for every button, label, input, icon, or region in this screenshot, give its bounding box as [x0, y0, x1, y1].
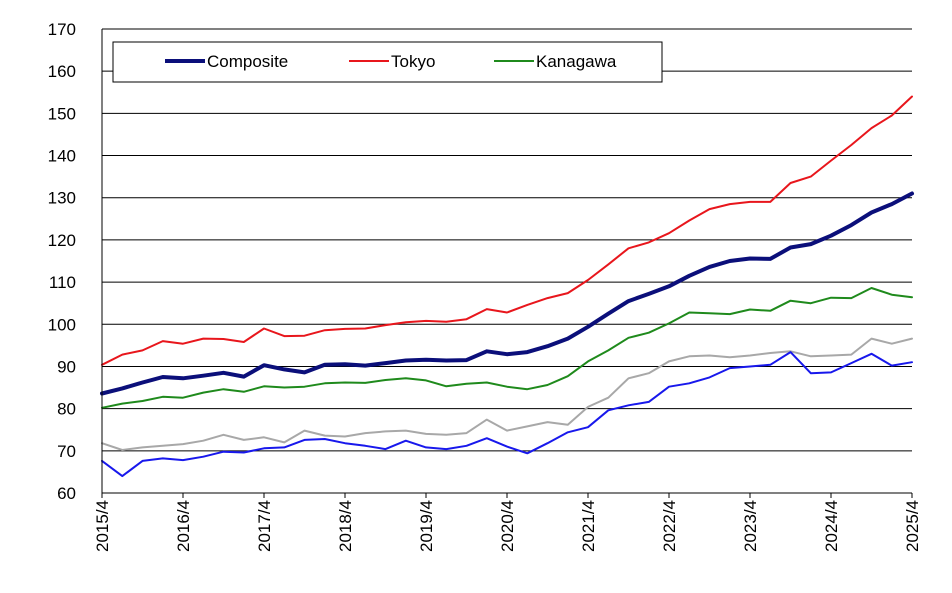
x-tick-label: 2021/4 — [579, 500, 598, 552]
x-tick-label: 2016/4 — [174, 500, 193, 552]
x-tick-labels: 2015/4 2016/4 2017/4 2018/4 2019/4 2020/4 2021… — [93, 500, 922, 552]
series-line-series-5 — [101, 351, 913, 478]
series-line-series-4 — [101, 337, 913, 451]
y-tick-label: 170 — [48, 20, 76, 39]
x-tick-label: 2017/4 — [255, 500, 274, 552]
series-line-composite — [100, 191, 914, 396]
y-tick-label: 150 — [48, 104, 76, 123]
gridlines — [102, 28, 912, 452]
y-tick-label: 80 — [57, 400, 76, 419]
y-tick-labels: 60 70 80 90 100 110 120 130 140 150 160 170 — [48, 20, 76, 503]
x-tick-label: 2022/4 — [660, 500, 679, 552]
legend-label: Tokyo — [391, 52, 435, 71]
x-tick-label: 2015/4 — [93, 500, 112, 552]
legend: Composite Tokyo Kanagawa — [112, 41, 663, 83]
y-tick-label: 60 — [57, 484, 76, 503]
y-tick-label: 120 — [48, 231, 76, 250]
series-lines — [100, 95, 914, 478]
y-tick-label: 90 — [57, 357, 76, 376]
y-tick-label: 110 — [49, 273, 76, 292]
y-tick-label: 160 — [48, 62, 76, 81]
x-tick-label: 2024/4 — [822, 500, 841, 552]
x-tick-label: 2019/4 — [417, 500, 436, 552]
y-tick-label: 130 — [48, 189, 76, 208]
x-tick-label: 2025/4 — [903, 500, 922, 552]
x-tick-label: 2020/4 — [498, 500, 517, 552]
axes — [101, 29, 913, 498]
legend-label: Composite — [207, 52, 288, 71]
y-tick-label: 140 — [48, 147, 76, 166]
y-tick-label: 100 — [48, 315, 76, 334]
x-tick-label: 2023/4 — [741, 500, 760, 552]
legend-label: Kanagawa — [536, 52, 617, 71]
y-tick-label: 70 — [57, 442, 76, 461]
series-line-kanagawa — [101, 287, 913, 409]
series-line-tokyo — [101, 95, 913, 366]
x-tick-label: 2018/4 — [336, 500, 355, 552]
